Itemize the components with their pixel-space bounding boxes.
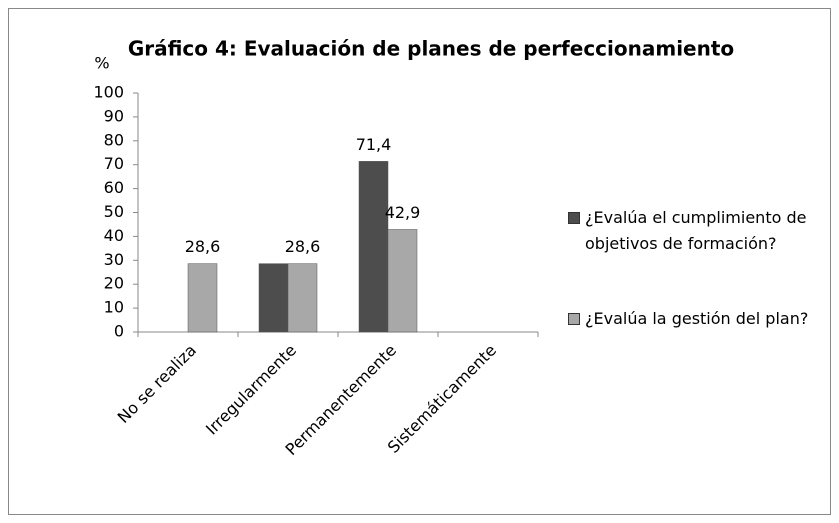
frame [8,8,831,515]
y-tick-label: 20 [104,274,124,293]
legend-entry: ¿Evalúa la gestión del plan? [568,306,825,332]
legend-label: ¿Evalúa la gestión del plan? [585,309,809,328]
bar [258,263,289,333]
bar [287,263,318,333]
y-tick-label: 10 [104,298,124,317]
bar [187,263,218,333]
data-label: 42,9 [385,203,421,222]
bar [387,229,418,333]
legend-swatch [568,212,580,224]
legend-label: ¿Evalúa el cumplimiento de objetivos de … [585,208,807,253]
y-tick-label: 0 [114,322,124,341]
y-tick-label: 60 [104,178,124,197]
data-label: 71,4 [356,135,392,154]
y-tick-label: 100 [93,83,124,102]
y-tick-label: 90 [104,106,124,125]
y-tick-label: 50 [104,202,124,221]
data-label: 28,6 [285,237,321,256]
y-axis-label: % [94,54,109,73]
y-tick-label: 40 [104,226,124,245]
legend-swatch [568,313,580,325]
y-tick-label: 30 [104,250,124,269]
y-tick-label: 70 [104,154,124,173]
chart-title: Gráfico 4: Evaluación de planes de perfe… [128,37,734,61]
y-tick-label: 80 [104,130,124,149]
bar [358,161,389,333]
legend-entry: ¿Evalúa el cumplimiento de objetivos de … [568,205,825,257]
data-label: 28,6 [185,237,221,256]
